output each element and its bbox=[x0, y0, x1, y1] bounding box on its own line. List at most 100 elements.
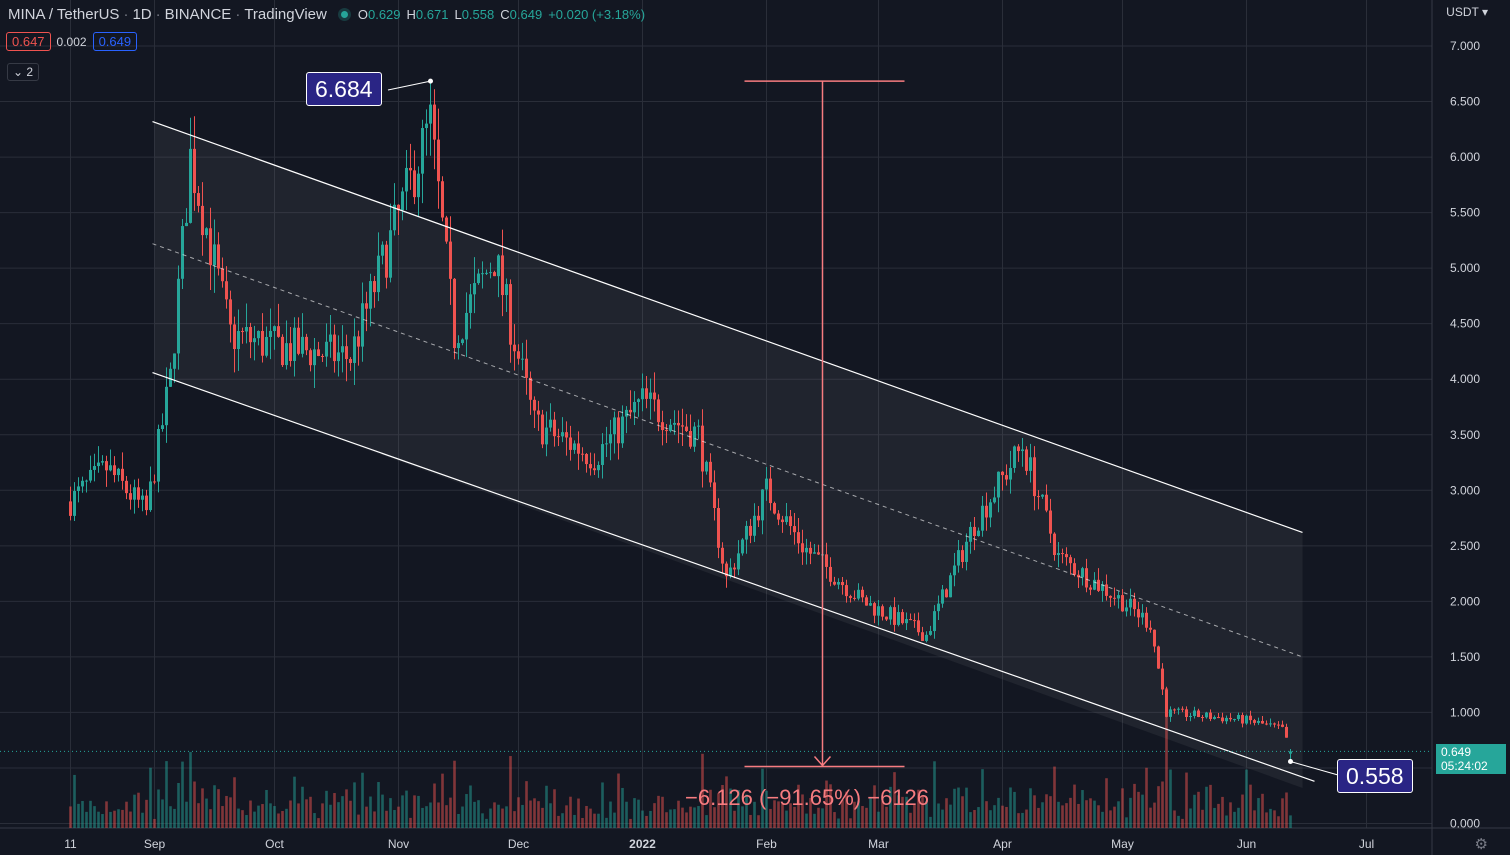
candle-body bbox=[705, 461, 708, 472]
candle-body bbox=[973, 526, 976, 537]
candle-body bbox=[581, 453, 584, 455]
candle-body bbox=[1033, 457, 1036, 497]
candle-body bbox=[1017, 446, 1020, 452]
candle-body bbox=[1125, 607, 1128, 612]
candle-body bbox=[185, 222, 188, 227]
volume-bar bbox=[269, 803, 272, 828]
currency-selector[interactable]: USDT ▾ bbox=[1446, 5, 1488, 19]
volume-bar bbox=[197, 803, 200, 828]
volume-bar bbox=[357, 814, 360, 828]
time-tick-label: 11 bbox=[64, 837, 77, 851]
volume-bar bbox=[1081, 790, 1084, 828]
measure-label: −6.126 (−91.65%) −6126 bbox=[685, 785, 930, 810]
candle-body bbox=[865, 597, 868, 606]
volume-bar bbox=[949, 804, 952, 828]
candle-body bbox=[1277, 724, 1280, 726]
volume-bar bbox=[677, 800, 680, 828]
volume-bar bbox=[109, 811, 112, 828]
candle-body bbox=[525, 358, 528, 378]
last-price-label: 0.649 05:24:02 bbox=[1436, 744, 1506, 774]
volume-bar bbox=[321, 803, 324, 828]
candle-body bbox=[1073, 563, 1076, 575]
sell-price-button[interactable]: 0.647 bbox=[6, 32, 51, 51]
candle-body bbox=[521, 358, 524, 360]
volume-bar bbox=[497, 804, 500, 828]
volume-bar bbox=[597, 813, 600, 828]
candle-body bbox=[533, 399, 536, 411]
candle-body bbox=[653, 392, 656, 400]
candle-body bbox=[1113, 597, 1116, 599]
candle-body bbox=[509, 284, 512, 345]
volume-bar bbox=[821, 808, 824, 828]
volume-bar bbox=[1101, 811, 1104, 828]
price-tick-label: 5.500 bbox=[1450, 206, 1480, 220]
price-tick-label: 7.000 bbox=[1450, 39, 1480, 53]
candle-body bbox=[985, 505, 988, 518]
symbol-name[interactable]: MINA / TetherUS bbox=[8, 6, 120, 23]
candle-body bbox=[453, 278, 456, 349]
volume-bar bbox=[517, 797, 520, 828]
volume-bar bbox=[885, 806, 888, 828]
price-tick-label: 0.000 bbox=[1450, 817, 1480, 831]
buy-price-button[interactable]: 0.649 bbox=[92, 32, 138, 51]
volume-bar bbox=[973, 809, 976, 828]
volume-bar bbox=[349, 800, 352, 828]
volume-bar bbox=[877, 811, 880, 828]
volume-bar bbox=[209, 809, 212, 828]
candle-body bbox=[673, 422, 676, 425]
volume-bar bbox=[373, 811, 376, 828]
volume-bar bbox=[1265, 812, 1268, 828]
volume-bar bbox=[997, 797, 1000, 828]
high-price-callout[interactable]: 6.684 bbox=[306, 72, 382, 106]
candle-body bbox=[225, 281, 228, 300]
volume-bar bbox=[1213, 807, 1216, 828]
candle-body bbox=[945, 589, 948, 598]
interval[interactable]: 1D bbox=[132, 6, 152, 23]
volume-bar bbox=[433, 783, 436, 828]
volume-bar bbox=[1277, 816, 1280, 828]
candle-body bbox=[77, 486, 80, 491]
candle-body bbox=[1085, 568, 1088, 588]
volume-bar bbox=[1109, 810, 1112, 828]
candle-body bbox=[361, 303, 364, 347]
volume-bar bbox=[961, 796, 964, 828]
volume-bar bbox=[113, 810, 116, 828]
candle-body bbox=[325, 341, 328, 357]
volume-bar bbox=[1113, 806, 1116, 828]
candle-body bbox=[553, 419, 556, 437]
volume-bar bbox=[853, 801, 856, 828]
candle-body bbox=[289, 343, 292, 361]
low-price-callout[interactable]: 0.558 bbox=[1337, 759, 1413, 793]
price-tick-label: 3.500 bbox=[1450, 428, 1480, 442]
volume-bar bbox=[257, 805, 260, 828]
volume-bar bbox=[869, 798, 872, 828]
volume-bar bbox=[773, 800, 776, 828]
candle-body bbox=[189, 148, 192, 223]
time-tick-label: 2022 bbox=[629, 837, 656, 851]
volume-bar bbox=[621, 787, 624, 828]
volume-bar bbox=[1141, 794, 1144, 828]
volume-bar bbox=[1105, 778, 1108, 828]
time-tick-label: Dec bbox=[508, 837, 529, 851]
candle-body bbox=[1021, 449, 1024, 452]
candle-body bbox=[1041, 494, 1044, 497]
candle-body bbox=[441, 181, 444, 218]
candle-body bbox=[809, 547, 812, 554]
gear-icon[interactable]: ⚙ bbox=[1474, 836, 1488, 853]
candle-body bbox=[761, 489, 764, 521]
candle-body bbox=[85, 480, 88, 482]
close-value: 0.649 bbox=[509, 7, 543, 22]
candle-body bbox=[549, 419, 552, 428]
volume-bar bbox=[1085, 800, 1088, 828]
candle-body bbox=[1273, 723, 1276, 725]
price-tick-label: 5.000 bbox=[1450, 261, 1480, 275]
candle-body bbox=[269, 330, 272, 337]
volume-bar bbox=[605, 817, 608, 828]
indicators-toggle-button[interactable]: ⌄ 2 bbox=[7, 63, 40, 81]
volume-bar bbox=[729, 788, 732, 828]
volume-bar bbox=[813, 813, 816, 828]
candle-body bbox=[869, 603, 872, 606]
candle-body bbox=[1169, 709, 1172, 717]
candle-body bbox=[105, 461, 108, 471]
